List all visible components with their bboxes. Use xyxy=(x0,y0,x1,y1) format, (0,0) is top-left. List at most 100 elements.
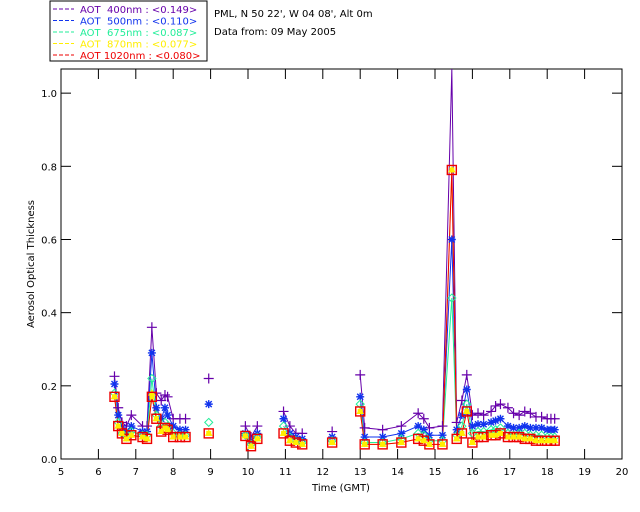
data-point-fill xyxy=(449,167,455,173)
data-point-fill xyxy=(527,436,533,442)
data-point xyxy=(356,392,365,401)
data-point xyxy=(514,410,525,421)
data-point xyxy=(520,422,529,431)
data-point-fill xyxy=(516,434,522,440)
data-point-fill xyxy=(293,440,299,446)
data-point xyxy=(359,422,370,433)
data-point xyxy=(396,437,407,448)
data-point-fill xyxy=(123,436,129,442)
data-point xyxy=(181,425,190,434)
data-point xyxy=(495,399,506,410)
data-point xyxy=(156,395,167,406)
series-line xyxy=(359,169,555,445)
data-point xyxy=(456,395,467,406)
data-point xyxy=(109,391,120,403)
data-point xyxy=(424,439,435,450)
data-point xyxy=(252,433,263,445)
data-point xyxy=(496,414,505,423)
legend-entry: AOT 870nm : <0.077> xyxy=(80,40,197,51)
data-point xyxy=(414,422,423,431)
data-point xyxy=(147,373,157,384)
data-point-fill xyxy=(380,441,386,447)
series-layer xyxy=(109,68,560,452)
series-4 xyxy=(113,169,555,448)
data-point-fill xyxy=(415,436,421,442)
data-point-fill xyxy=(548,438,554,444)
data-point xyxy=(438,431,447,440)
data-point xyxy=(109,371,120,382)
data-point xyxy=(146,322,157,333)
data-point xyxy=(126,430,137,441)
x-tick-label: 7 xyxy=(133,467,139,478)
data-point-fill xyxy=(165,427,171,433)
y-tick-label: 1.0 xyxy=(41,89,57,100)
data-point xyxy=(180,413,191,424)
data-point xyxy=(519,406,530,417)
y-axis: 0.0 0.2 0.4 0.6 0.8 1.0 xyxy=(41,89,622,466)
y-tick-label: 0.4 xyxy=(41,309,57,320)
x-axis-title: Time (GMT) xyxy=(311,483,370,494)
data-point-fill xyxy=(552,438,558,444)
data-point-fill xyxy=(488,432,494,438)
data-point-fill xyxy=(144,436,150,442)
data-point-fill xyxy=(140,434,146,440)
data-point xyxy=(204,400,213,409)
data-point-fill xyxy=(454,436,460,442)
data-point-fill xyxy=(299,441,305,447)
data-point-fill xyxy=(111,394,117,400)
y-tick-label: 0.2 xyxy=(41,382,57,393)
data-point-fill xyxy=(242,433,248,439)
data-point xyxy=(117,423,126,432)
data-point xyxy=(473,408,484,419)
y-tick-label: 0.0 xyxy=(41,455,57,466)
series-line xyxy=(359,239,555,438)
data-point xyxy=(437,439,448,450)
data-point xyxy=(447,235,456,244)
data-point-fill xyxy=(357,408,363,414)
x-tick-label: 18 xyxy=(541,467,554,478)
x-tick-label: 15 xyxy=(429,467,442,478)
data-point xyxy=(169,422,178,431)
data-point xyxy=(203,428,214,439)
series-line xyxy=(359,169,555,445)
data-point xyxy=(160,403,169,412)
date-info: Data from: 09 May 2005 xyxy=(214,27,336,38)
data-point xyxy=(413,408,424,419)
data-point xyxy=(526,423,535,432)
data-point-fill xyxy=(544,438,550,444)
data-point-fill xyxy=(177,434,183,440)
data-point xyxy=(397,429,406,438)
legend-entry: AOT 675nm : <0.087> xyxy=(80,28,197,39)
data-point xyxy=(451,433,462,445)
data-point xyxy=(461,406,472,417)
data-point-fill xyxy=(206,430,212,436)
data-point-fill xyxy=(469,440,475,446)
x-axis: 5 6 7 8 9 10 11 12 13 14 15 16 17 18 19 20 xyxy=(58,69,628,478)
data-point xyxy=(549,413,560,424)
data-point xyxy=(159,389,170,400)
data-point-fill xyxy=(254,436,260,442)
x-tick-label: 16 xyxy=(466,467,479,478)
x-tick-label: 5 xyxy=(58,467,64,478)
data-point-fill xyxy=(464,408,470,414)
data-point xyxy=(508,408,519,419)
data-point xyxy=(146,391,158,403)
data-point xyxy=(491,416,500,425)
data-point-fill xyxy=(162,425,168,431)
x-tick-label: 6 xyxy=(95,467,101,478)
data-point-fill xyxy=(287,438,293,444)
data-point xyxy=(537,423,546,432)
data-point-fill xyxy=(128,432,134,438)
data-point xyxy=(278,428,289,439)
data-point xyxy=(536,411,547,422)
data-point-fill xyxy=(183,434,189,440)
data-point xyxy=(418,413,429,424)
data-point-fill xyxy=(153,416,159,422)
series-1 xyxy=(113,239,555,442)
x-tick-label: 13 xyxy=(354,467,367,478)
series-markers-4 xyxy=(109,164,560,452)
data-point xyxy=(163,411,172,420)
data-point-fill xyxy=(149,394,155,400)
data-point xyxy=(486,406,497,417)
data-point xyxy=(490,400,501,411)
